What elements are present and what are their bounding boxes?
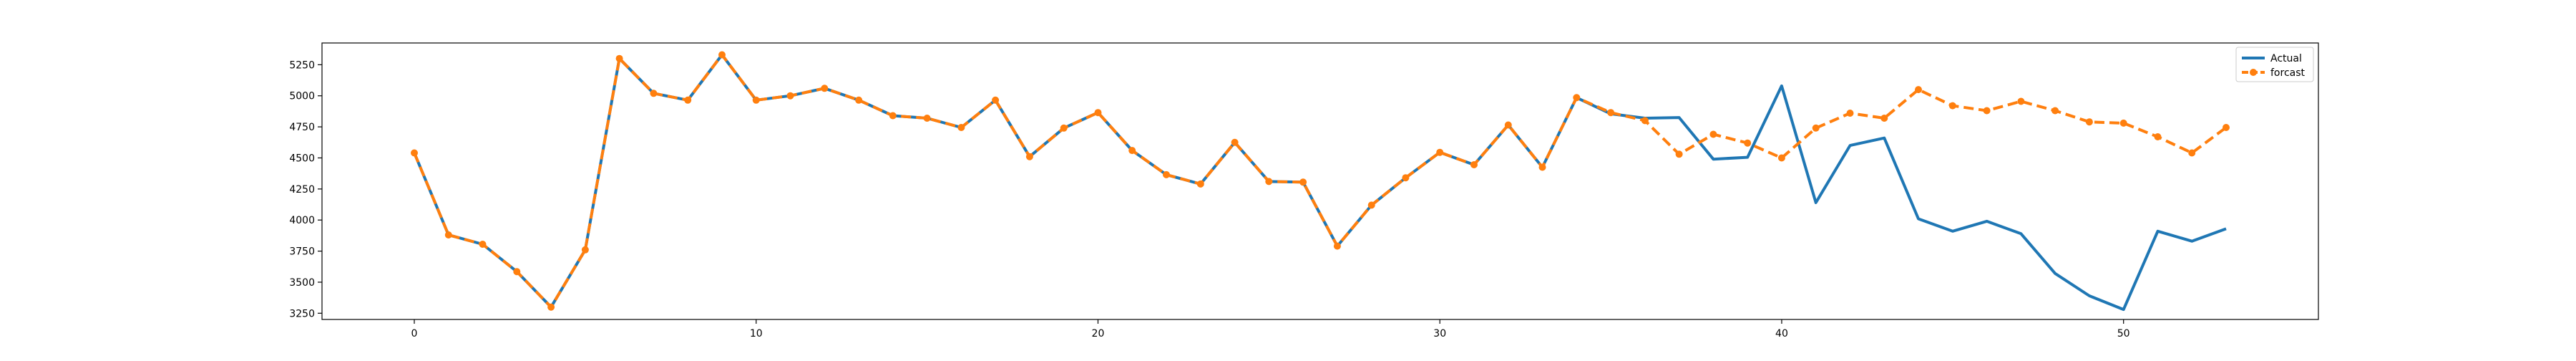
data-point-forecast: [2051, 107, 2059, 115]
data-point-forecast: [513, 268, 521, 276]
legend-label-actual: Actual: [2270, 53, 2302, 64]
x-tick-label: 20: [1092, 328, 1105, 340]
data-point-forecast: [718, 51, 726, 59]
data-point-forecast: [1983, 107, 1991, 115]
x-tick-label: 10: [750, 328, 763, 340]
data-point-forecast: [752, 96, 760, 104]
series-line-forecast: [413, 53, 2228, 309]
y-tick-label: 3500: [289, 277, 315, 289]
data-point-forecast: [957, 124, 965, 131]
data-point-forecast: [786, 92, 794, 100]
data-point-forecast: [2017, 97, 2025, 105]
legend-marker-forecast: [2250, 69, 2257, 76]
data-point-forecast: [1094, 109, 1102, 117]
data-point-forecast: [1504, 121, 1512, 129]
data-point-forecast: [821, 85, 829, 92]
data-point-forecast: [1915, 86, 1922, 94]
data-point-forecast: [2154, 133, 2162, 140]
data-point-forecast: [1128, 147, 1136, 155]
data-point-forecast: [650, 90, 658, 97]
data-point-forecast: [1948, 102, 1956, 110]
data-point-forecast: [1367, 201, 1375, 209]
data-point-forecast: [992, 96, 1000, 104]
x-tick-label: 30: [1433, 328, 1446, 340]
data-point-forecast: [1607, 109, 1615, 117]
data-point-forecast: [2223, 124, 2230, 131]
x-tick-label: 40: [1775, 328, 1788, 340]
data-point-forecast: [1812, 124, 1820, 132]
data-point-forecast: [684, 96, 692, 104]
y-tick-label: 3750: [289, 246, 315, 258]
y-tick-label: 4250: [289, 184, 315, 196]
data-point-forecast: [889, 112, 897, 120]
data-point-forecast: [1709, 130, 1717, 138]
data-point-forecast: [1402, 174, 1410, 182]
data-point-forecast: [2188, 149, 2196, 157]
plot-marks: [411, 51, 2230, 312]
data-point-forecast: [479, 241, 487, 248]
data-point-forecast: [2085, 118, 2093, 126]
data-point-forecast: [444, 231, 452, 239]
data-point-forecast: [1538, 163, 1546, 171]
y-tick-label: 4500: [289, 153, 315, 164]
y-tick-label: 3250: [289, 308, 315, 319]
data-point-forecast: [1573, 94, 1581, 102]
data-point-forecast: [615, 54, 623, 62]
data-point-forecast: [1025, 153, 1033, 160]
data-point-forecast: [1196, 180, 1204, 188]
data-point-forecast: [1777, 154, 1785, 162]
x-tick-label: 0: [411, 328, 418, 340]
plot-frame: [321, 42, 2319, 320]
data-point-forecast: [923, 115, 931, 122]
legend: Actual forcast: [2235, 47, 2314, 82]
data-point-forecast: [1231, 138, 1239, 146]
data-point-forecast: [1436, 148, 1444, 156]
series-line-actual: [413, 53, 2227, 312]
data-point-forecast: [1880, 115, 1888, 122]
data-point-forecast: [1675, 150, 1683, 158]
y-tick-label: 5000: [289, 91, 315, 102]
axis-ticks: 0 10 20 30 40 50 3250 3500 3750 4000 4250 4500 4750 5…: [289, 59, 2129, 340]
y-tick-label: 5250: [289, 59, 315, 71]
x-tick-label: 50: [2117, 328, 2130, 340]
data-point-forecast: [1163, 170, 1170, 178]
data-point-forecast: [581, 246, 589, 254]
y-tick-label: 4750: [289, 122, 315, 133]
data-point-forecast: [1470, 161, 1478, 168]
data-point-forecast: [1060, 124, 1068, 132]
y-tick-label: 4000: [289, 215, 315, 226]
data-point-forecast: [1333, 242, 1341, 250]
legend-label-forecast: forcast: [2270, 67, 2306, 79]
data-point-forecast: [1846, 110, 1854, 117]
data-point-forecast: [1265, 178, 1273, 186]
data-point-forecast: [855, 96, 863, 104]
data-point-forecast: [411, 149, 418, 157]
data-point-forecast: [547, 303, 555, 311]
data-point-forecast: [2119, 119, 2127, 127]
data-point-forecast: [1744, 139, 1752, 147]
data-point-forecast: [1641, 117, 1649, 125]
data-point-forecast: [1299, 178, 1307, 186]
